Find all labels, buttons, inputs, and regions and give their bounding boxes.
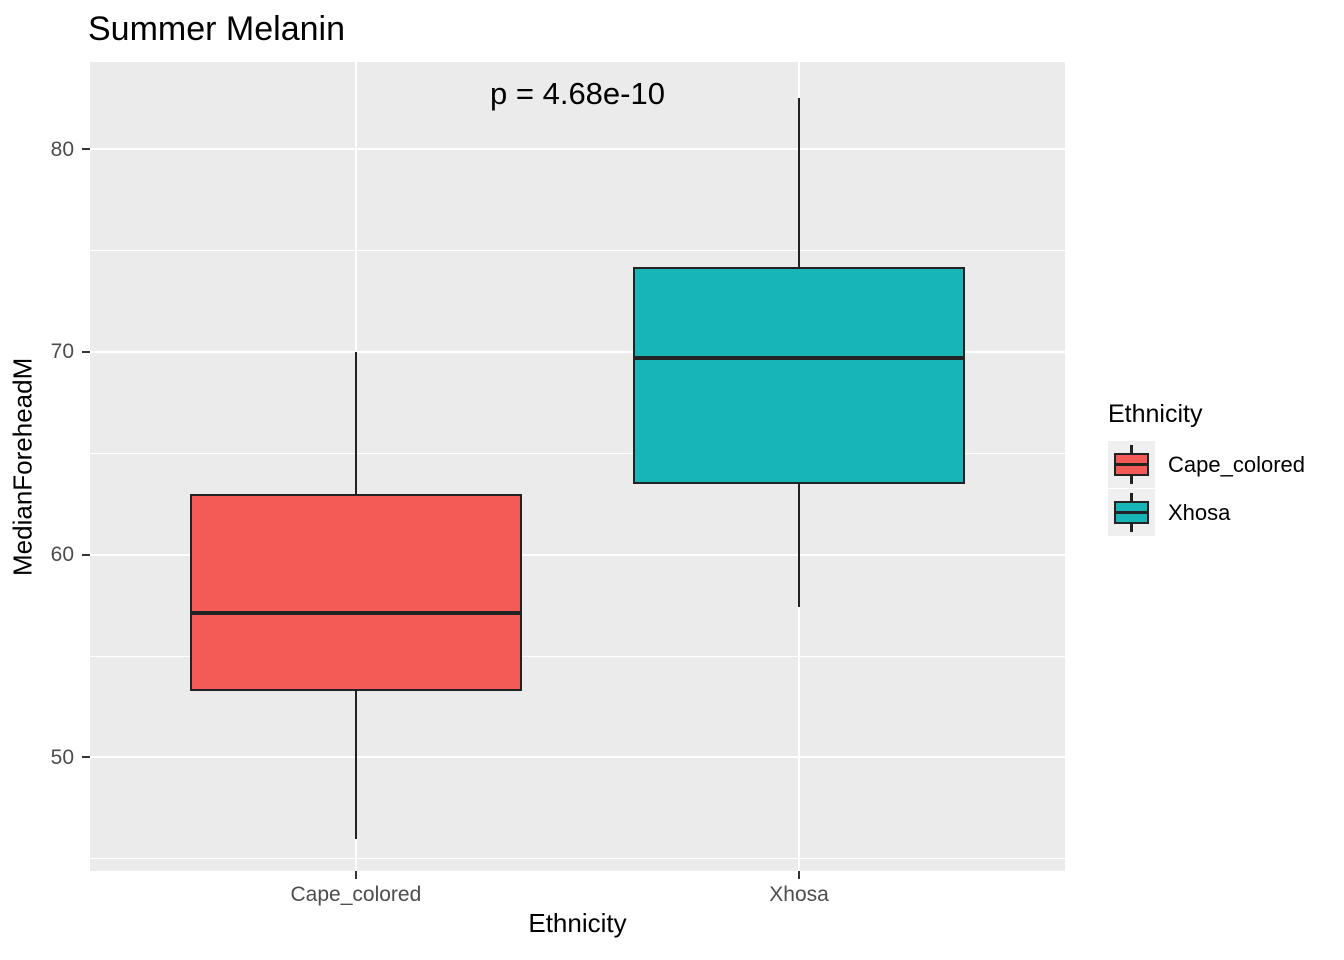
legend-entry: Xhosa xyxy=(1108,489,1305,536)
legend-entries: Cape_colored Xhosa xyxy=(1108,441,1305,536)
gridline-minor xyxy=(90,655,1065,657)
legend-key-boxplot-icon xyxy=(1108,441,1155,488)
y-tick-mark xyxy=(82,148,90,151)
x-tick-mark xyxy=(354,871,357,879)
y-tick-label: 70 xyxy=(50,340,74,364)
legend: Ethnicity Cape_colored Xhosa xyxy=(1108,400,1305,537)
boxplot-box xyxy=(189,493,523,691)
plot-panel: p = 4.68e-10 xyxy=(90,62,1065,871)
x-tick-label: Xhosa xyxy=(769,883,829,906)
x-axis-title: Ethnicity xyxy=(528,908,627,938)
y-tick-label: 60 xyxy=(50,543,74,567)
y-tick-label: 50 xyxy=(50,745,74,769)
legend-label: Xhosa xyxy=(1168,499,1231,525)
legend-entry: Cape_colored xyxy=(1108,441,1305,488)
legend-key-median xyxy=(1114,463,1149,466)
y-tick-label: 80 xyxy=(50,137,74,161)
p-value-annotation: p = 4.68e-10 xyxy=(490,76,665,111)
gridline-major xyxy=(90,350,1065,353)
boxplot-median-line xyxy=(189,611,523,616)
y-tick-mark xyxy=(82,756,90,759)
legend-key-boxplot-icon xyxy=(1108,489,1155,536)
boxplot-median-line xyxy=(632,356,966,361)
gridline-major xyxy=(90,756,1065,759)
y-tick-mark xyxy=(82,350,90,353)
legend-label: Cape_colored xyxy=(1168,451,1305,477)
x-tick-mark xyxy=(798,871,801,879)
gridline-minor xyxy=(90,452,1065,454)
gridline-minor xyxy=(90,250,1065,252)
x-tick-label: Cape_colored xyxy=(290,883,422,906)
legend-title: Ethnicity xyxy=(1108,400,1203,428)
legend-key-median xyxy=(1114,511,1149,514)
gridline-major xyxy=(90,148,1065,151)
gridline-minor xyxy=(90,858,1065,860)
boxplot-box xyxy=(632,266,966,484)
chart-title: Summer Melanin xyxy=(88,10,345,48)
y-tick-mark xyxy=(82,553,90,556)
gridline-major xyxy=(90,553,1065,556)
